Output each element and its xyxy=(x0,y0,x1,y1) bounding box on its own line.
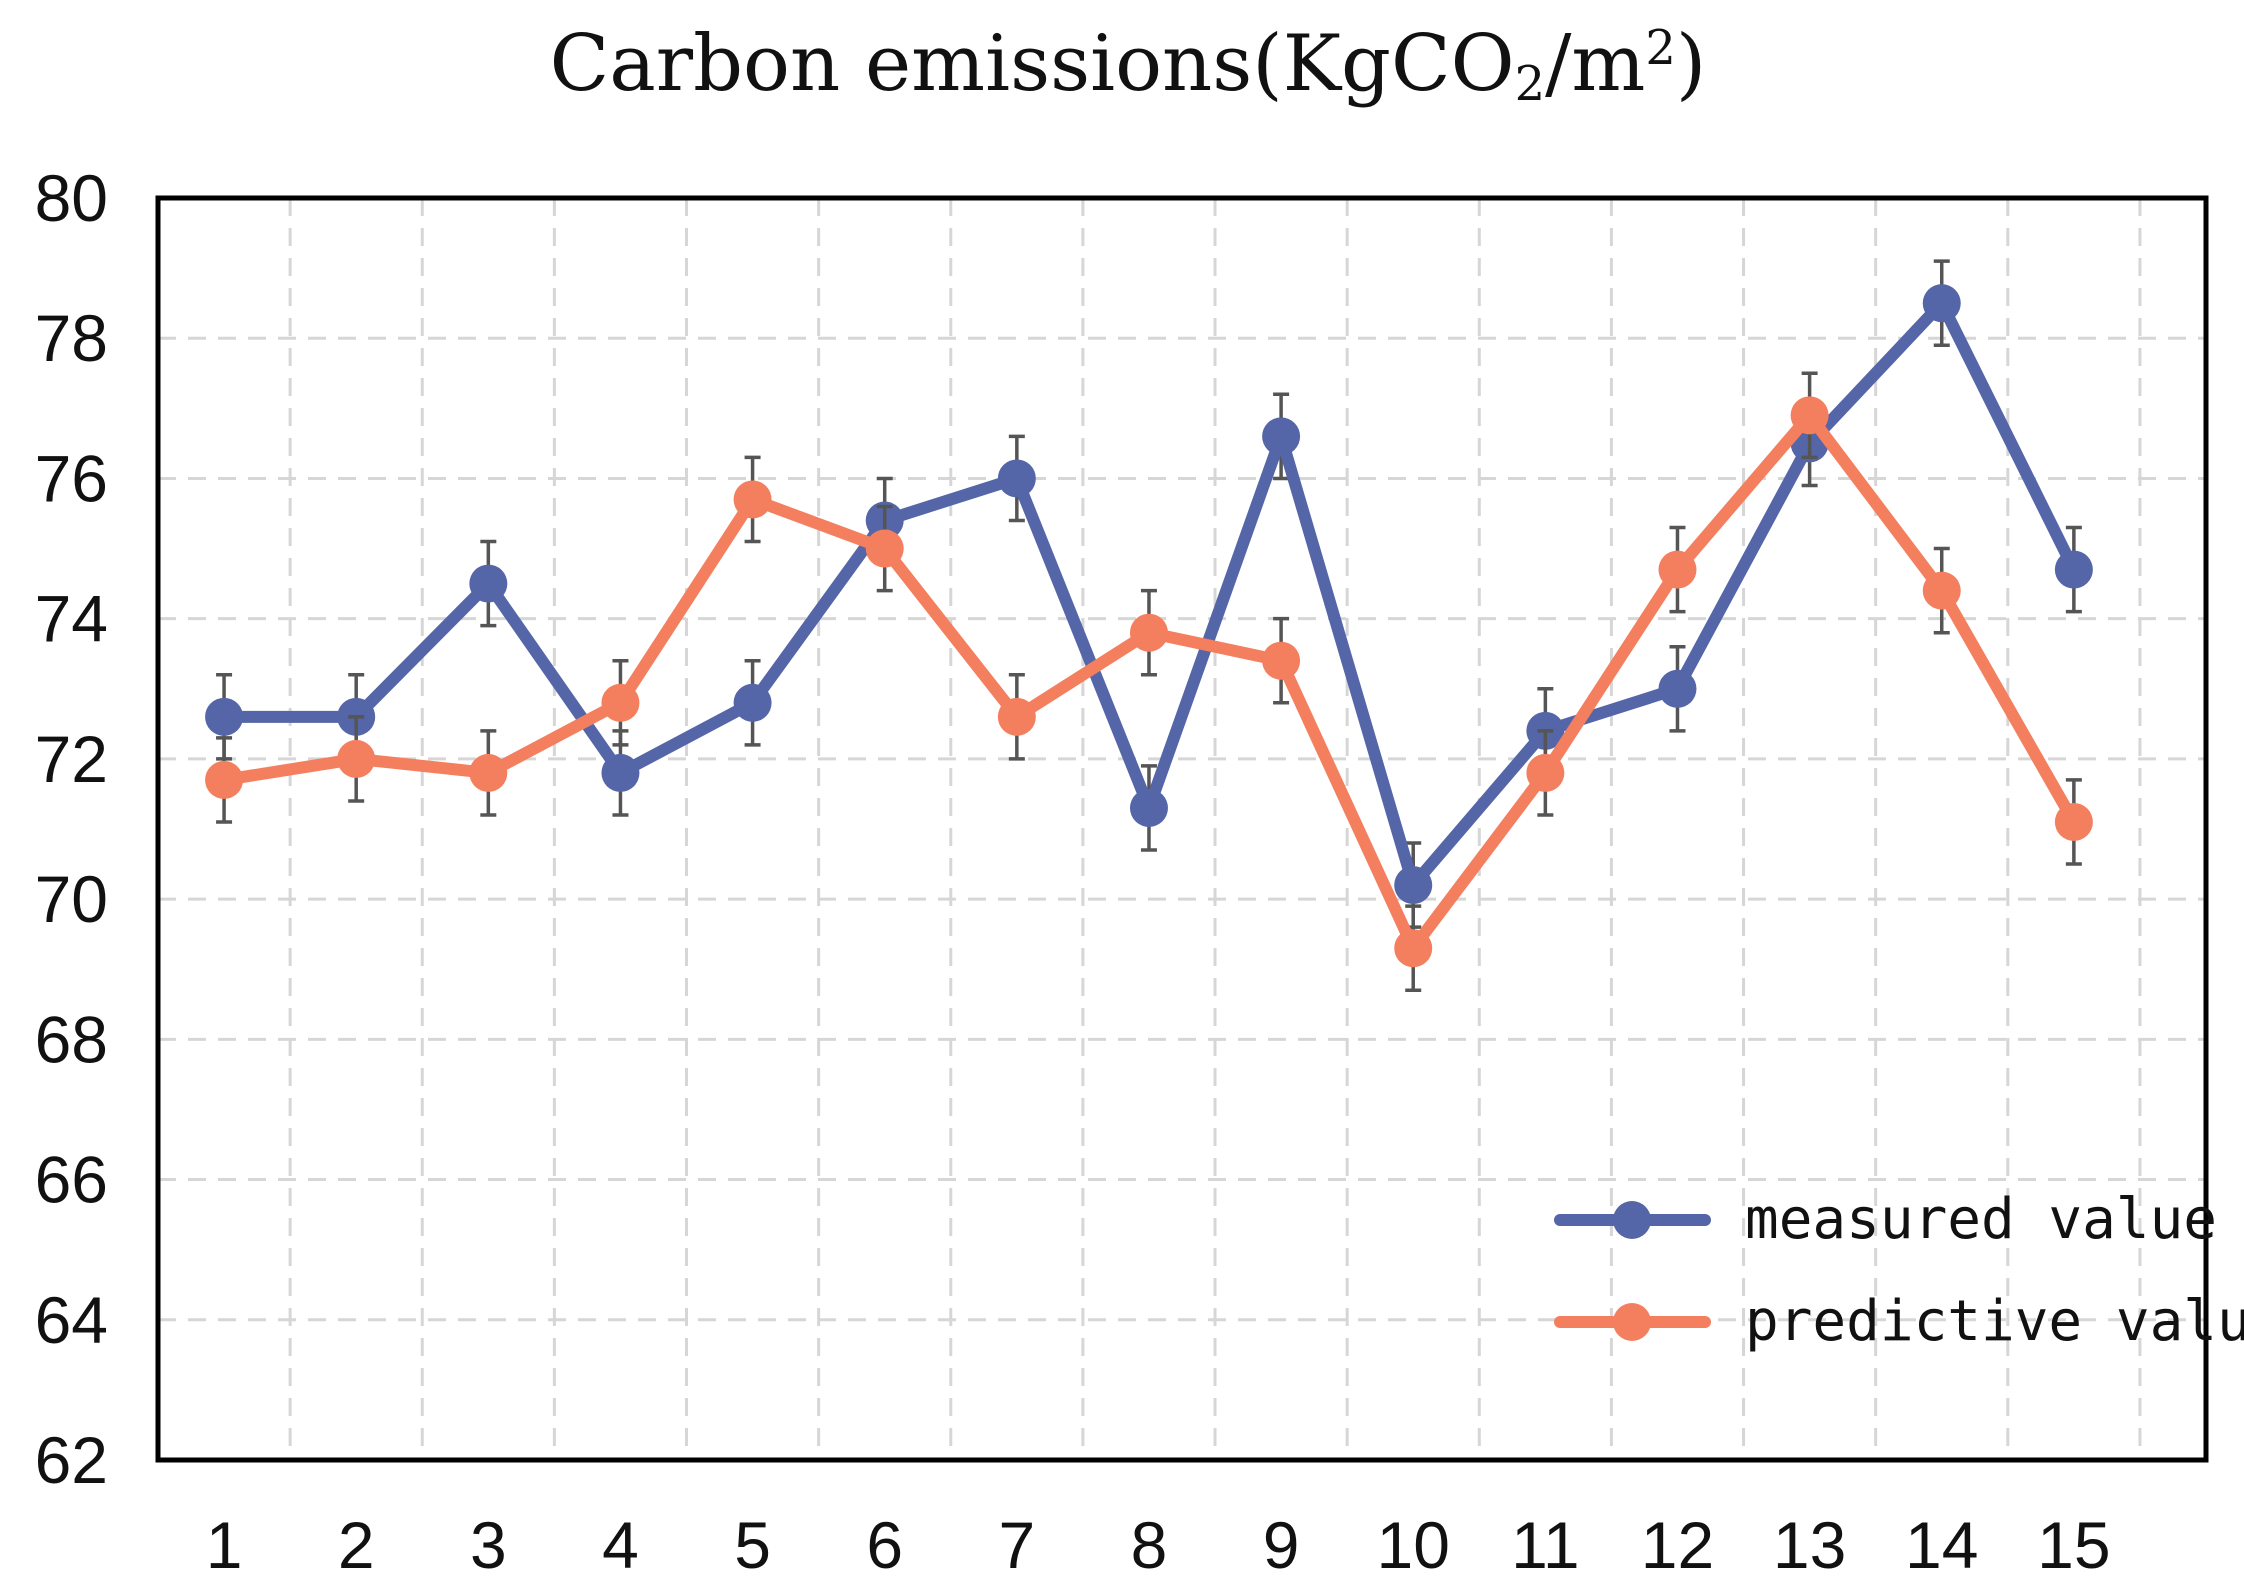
data-point xyxy=(1129,788,1168,827)
chart-title-end: ) xyxy=(1676,19,1706,109)
x-tick-label: 15 xyxy=(2037,1508,2110,1582)
data-point xyxy=(1262,417,1301,456)
y-tick-label: 68 xyxy=(35,1002,108,1076)
plot-frame xyxy=(155,195,2209,1463)
data-point xyxy=(601,753,640,792)
chart-title-subscript: 2 xyxy=(1515,56,1546,112)
series-predictive-value xyxy=(205,371,2093,993)
data-point xyxy=(1922,284,1961,323)
data-point xyxy=(2054,802,2093,841)
y-tick-label: 66 xyxy=(35,1143,108,1217)
y-axis: 62 64 66 68 70 72 74 76 78 80 xyxy=(35,161,108,1497)
data-point xyxy=(205,697,244,736)
x-tick-label: 12 xyxy=(1641,1508,1714,1582)
y-tick-label: 78 xyxy=(35,301,108,375)
data-point xyxy=(733,480,772,519)
series-line xyxy=(218,409,2080,955)
chart-title: Carbon emissions(KgCO2/m2) xyxy=(550,19,1707,112)
data-point xyxy=(865,529,904,568)
data-point xyxy=(337,739,376,778)
chart-title-superscript: 2 xyxy=(1645,20,1676,76)
data-point xyxy=(1262,641,1301,680)
x-tick-label: 6 xyxy=(866,1508,903,1582)
legend-label: predictive value xyxy=(1745,1289,2244,1354)
x-tick-label: 9 xyxy=(1263,1508,1300,1582)
data-point xyxy=(1658,550,1697,589)
data-point xyxy=(205,760,244,799)
y-tick-label: 64 xyxy=(35,1283,108,1357)
legend-entry: predictive value xyxy=(1554,1289,2244,1354)
data-point xyxy=(2054,550,2093,589)
y-tick-label: 80 xyxy=(35,161,108,235)
grid xyxy=(158,198,2206,1460)
y-tick-label: 62 xyxy=(35,1423,108,1497)
x-tick-label: 4 xyxy=(602,1508,639,1582)
legend-entry: measured value xyxy=(1554,1187,2217,1252)
data-point xyxy=(469,564,508,603)
x-tick-label: 1 xyxy=(206,1508,243,1582)
x-tick-label: 2 xyxy=(338,1508,375,1582)
legend-marker xyxy=(1613,1303,1651,1341)
data-point xyxy=(1658,669,1697,708)
x-axis: 1 2 3 4 5 6 7 8 9 10 11 12 13 14 15 xyxy=(206,1508,2111,1582)
y-tick-label: 70 xyxy=(35,862,108,936)
x-tick-label: 7 xyxy=(998,1508,1035,1582)
data-point xyxy=(1526,753,1565,792)
chart-title-mid: /m xyxy=(1545,19,1645,109)
y-tick-label: 76 xyxy=(35,441,108,515)
data-point xyxy=(1790,396,1829,435)
y-tick-label: 72 xyxy=(35,722,108,796)
data-point xyxy=(601,683,640,722)
x-tick-label: 14 xyxy=(1905,1508,1978,1582)
data-point xyxy=(469,753,508,792)
data-point xyxy=(997,697,1036,736)
chart-title-main: Carbon emissions(KgCO xyxy=(550,19,1515,109)
x-tick-label: 13 xyxy=(1773,1508,1846,1582)
x-tick-label: 5 xyxy=(734,1508,771,1582)
data-point xyxy=(1922,571,1961,610)
x-tick-label: 11 xyxy=(1511,1508,1580,1582)
x-tick-label: 8 xyxy=(1131,1508,1168,1582)
data-point xyxy=(1129,613,1168,652)
data-point xyxy=(1394,866,1433,905)
x-tick-label: 3 xyxy=(470,1508,507,1582)
y-tick-label: 74 xyxy=(35,582,108,656)
data-point xyxy=(997,459,1036,498)
legend: measured value predictive value xyxy=(1554,1187,2244,1354)
series xyxy=(205,259,2093,993)
x-tick-label: 10 xyxy=(1377,1508,1450,1582)
legend-marker xyxy=(1613,1201,1651,1239)
data-point xyxy=(733,683,772,722)
legend-label: measured value xyxy=(1745,1187,2217,1252)
data-point xyxy=(1394,929,1433,968)
